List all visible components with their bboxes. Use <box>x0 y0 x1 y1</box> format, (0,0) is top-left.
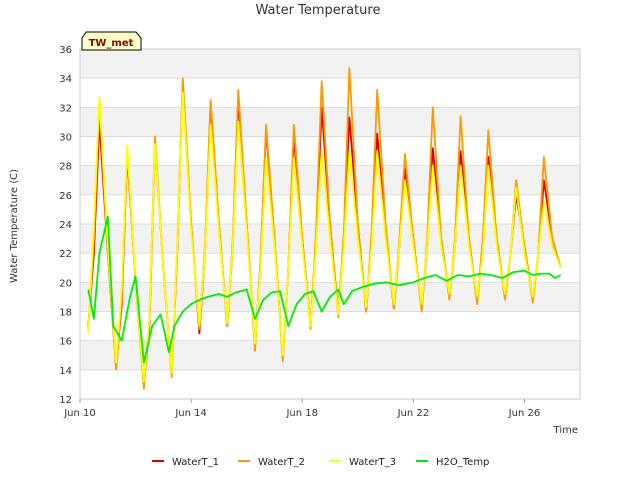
series-line-h2o-temp <box>87 215 562 364</box>
y-tick-label: 26 <box>59 191 72 202</box>
legend-label: WaterT_1 <box>172 457 219 468</box>
y-tick-label: 36 <box>59 45 72 56</box>
site-badge: TW_met <box>81 31 142 51</box>
y-tick-label: 14 <box>59 366 72 377</box>
site-badge-label: TW_met <box>89 38 134 49</box>
site-badge-shape <box>81 31 142 51</box>
y-tick-label: 30 <box>59 133 72 144</box>
x-tick-label: Jun 22 <box>397 408 430 419</box>
x-tick-label: Jun 18 <box>285 408 318 419</box>
x-tick-label: Jun 26 <box>508 408 541 419</box>
plot-frame <box>79 48 581 400</box>
x-tick-label: Jun 14 <box>174 408 207 419</box>
background-band <box>80 49 580 79</box>
y-axis-label: Water Temperature (C) <box>9 169 20 283</box>
x-axis-ticks: Jun 10 Jun 14 Jun 18 Jun 22 Jun 26 <box>63 399 540 419</box>
y-tick-label: 28 <box>59 162 72 173</box>
y-tick-label: 12 <box>59 395 72 406</box>
series-lines <box>87 67 562 390</box>
y-axis-ticks: 12 14 16 18 20 22 24 26 28 30 32 34 36 <box>59 45 72 406</box>
legend-label: WaterT_3 <box>349 457 396 468</box>
background-band <box>80 107 580 137</box>
y-tick-label: 24 <box>59 220 72 231</box>
y-tick-label: 32 <box>59 103 72 114</box>
background-band <box>80 165 580 195</box>
background-band <box>80 136 580 166</box>
series-line-watert-3 <box>87 91 562 383</box>
chart-title: Water Temperature <box>256 3 381 18</box>
background-band <box>80 369 580 399</box>
x-tick-label: Jun 10 <box>63 408 96 419</box>
background-band <box>80 78 580 108</box>
background-band <box>80 253 580 283</box>
background-band <box>80 311 580 341</box>
x-axis-label: Time <box>553 425 578 436</box>
background-band <box>80 340 580 370</box>
chart-legend: WaterT_1 WaterT_2 WaterT_3 H2O_Temp <box>152 457 489 468</box>
y-tick-label: 22 <box>59 249 72 260</box>
legend-label: H2O_Temp <box>436 457 489 468</box>
y-tick-label: 20 <box>59 278 72 289</box>
y-tick-label: 18 <box>59 308 72 319</box>
legend-label: WaterT_2 <box>258 457 305 468</box>
y-tick-label: 16 <box>59 337 72 348</box>
y-tick-label: 34 <box>59 74 72 85</box>
